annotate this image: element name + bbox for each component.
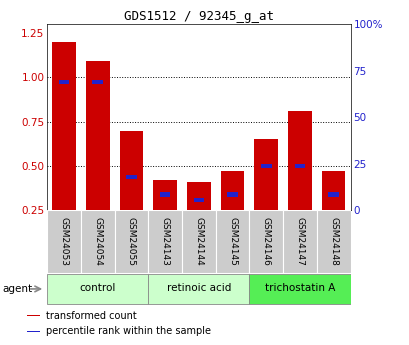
Text: GSM24055: GSM24055 — [127, 217, 136, 266]
Bar — [249, 274, 350, 304]
Bar — [58, 80, 69, 84]
Bar — [193, 198, 204, 202]
Title: GDS1512 / 92345_g_at: GDS1512 / 92345_g_at — [124, 10, 273, 23]
Text: agent: agent — [2, 284, 32, 294]
Bar — [249, 210, 283, 273]
Bar — [260, 164, 271, 168]
Bar — [160, 192, 170, 197]
Bar — [187, 182, 210, 210]
Bar — [27, 315, 40, 316]
Bar — [182, 210, 215, 273]
Text: GSM24145: GSM24145 — [227, 217, 236, 266]
Text: GSM24147: GSM24147 — [295, 217, 304, 266]
Bar — [114, 210, 148, 273]
Bar — [47, 210, 81, 273]
Bar — [288, 111, 311, 210]
Bar — [52, 42, 76, 210]
Bar — [126, 175, 137, 179]
Bar — [215, 210, 249, 273]
Bar — [328, 192, 338, 197]
Bar — [316, 210, 350, 273]
Text: retinoic acid: retinoic acid — [166, 283, 231, 293]
Text: percentile rank within the sample: percentile rank within the sample — [46, 326, 211, 336]
Bar — [153, 180, 177, 210]
Bar — [148, 274, 249, 304]
Bar — [321, 171, 345, 210]
Bar — [220, 171, 244, 210]
Bar — [86, 61, 109, 210]
Bar — [27, 331, 40, 332]
Bar — [227, 192, 237, 197]
Bar — [283, 210, 316, 273]
Bar — [294, 164, 305, 168]
Bar — [254, 139, 277, 210]
Text: GSM24146: GSM24146 — [261, 217, 270, 266]
Bar — [119, 131, 143, 210]
Text: control: control — [79, 283, 116, 293]
Bar — [148, 210, 182, 273]
Bar — [81, 210, 114, 273]
Text: transformed count: transformed count — [46, 311, 137, 321]
Text: GSM24143: GSM24143 — [160, 217, 169, 266]
Text: GSM24144: GSM24144 — [194, 217, 203, 266]
Text: trichostatin A: trichostatin A — [264, 283, 334, 293]
Text: GSM24148: GSM24148 — [328, 217, 337, 266]
Text: GSM24054: GSM24054 — [93, 217, 102, 266]
Text: GSM24053: GSM24053 — [59, 217, 68, 266]
Bar — [92, 80, 103, 84]
Bar — [47, 274, 148, 304]
